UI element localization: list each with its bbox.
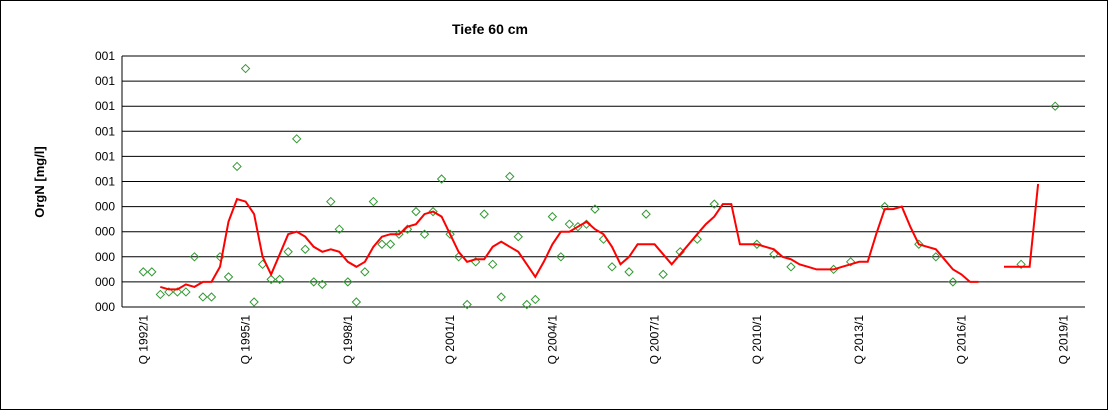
data-point: [931, 252, 941, 262]
y-tick-label: 001: [95, 149, 115, 163]
chart-title: Tiefe 60 cm: [452, 21, 528, 37]
data-point: [445, 229, 455, 239]
y-tick-label: 001: [95, 74, 115, 88]
data-point: [300, 244, 310, 254]
y-tick-label: 000: [95, 225, 115, 239]
data-point: [845, 257, 856, 267]
x-tick-label: Q 2016/1: [954, 315, 968, 365]
data-point: [266, 274, 276, 285]
data-point: [223, 272, 234, 282]
x-tick-label: Q 2013/1: [852, 315, 866, 365]
y-tick-label: 000: [95, 200, 115, 214]
data-point: [590, 204, 600, 214]
data-point: [1050, 101, 1060, 111]
data-point: [479, 209, 489, 219]
data-point: [368, 196, 379, 207]
data-point: [505, 171, 515, 182]
data-point: [658, 269, 668, 280]
data-point: [1016, 259, 1026, 270]
data-point: [181, 287, 191, 297]
data-point: [249, 297, 259, 307]
data-point: [462, 299, 472, 310]
data-point: [360, 267, 370, 277]
y-tick-label: 000: [95, 250, 115, 264]
data-point: [274, 274, 285, 285]
x-tick-label: Q 2007/1: [648, 315, 662, 365]
data-point: [530, 294, 541, 305]
data-point: [138, 267, 149, 277]
data-point: [206, 292, 217, 302]
data-point: [189, 252, 200, 262]
data-point: [326, 196, 336, 207]
data-line: [160, 183, 1040, 291]
y-tick-label: 001: [95, 124, 115, 138]
x-tick-label: Q 2001/1: [443, 315, 457, 365]
data-point: [607, 262, 617, 272]
data-point: [488, 259, 498, 270]
data-point: [385, 239, 396, 249]
data-point: [547, 211, 558, 222]
data-point: [351, 297, 362, 307]
data-point: [317, 279, 327, 290]
data-point: [411, 206, 421, 217]
data-point: [522, 299, 532, 310]
x-tick-label: Q 2019/1: [1057, 315, 1071, 365]
x-tick-label: Q 1992/1: [136, 315, 150, 365]
data-point: [419, 229, 430, 239]
data-point: [496, 292, 506, 302]
data-point: [786, 262, 796, 272]
data-point: [172, 287, 183, 297]
x-tick-label: Q 1995/1: [239, 315, 253, 365]
y-tick-label: 001: [95, 99, 115, 113]
x-tick-label: Q 1998/1: [341, 315, 355, 365]
data-point: [147, 267, 157, 277]
data-point: [624, 267, 634, 277]
data-point: [377, 239, 387, 249]
x-tick-label: Q 2004/1: [545, 315, 559, 365]
data-point: [436, 174, 447, 184]
data-point: [291, 134, 302, 144]
y-tick-label: 000: [95, 275, 115, 289]
data-point: [283, 247, 293, 257]
data-point: [343, 277, 353, 287]
data-point: [556, 252, 566, 262]
data-point: [914, 239, 924, 249]
x-tick-label: Q 2010/1: [750, 315, 764, 365]
data-point: [709, 199, 719, 209]
y-tick-label: 001: [95, 49, 115, 63]
data-point: [428, 206, 438, 217]
y-tick-label: 001: [95, 175, 115, 189]
data-point: [240, 63, 251, 74]
data-point: [564, 219, 575, 229]
data-point: [752, 239, 762, 249]
data-point: [948, 277, 958, 287]
data-point: [155, 289, 166, 300]
data-point: [309, 277, 319, 287]
y-axis-label: OrgN [mg/l]: [32, 146, 47, 218]
data-point: [232, 161, 242, 172]
data-point: [641, 209, 651, 219]
y-tick-label: 000: [95, 300, 115, 314]
data-point: [164, 287, 174, 297]
data-point: [513, 232, 523, 242]
data-point: [334, 224, 345, 234]
data-point: [198, 292, 208, 302]
